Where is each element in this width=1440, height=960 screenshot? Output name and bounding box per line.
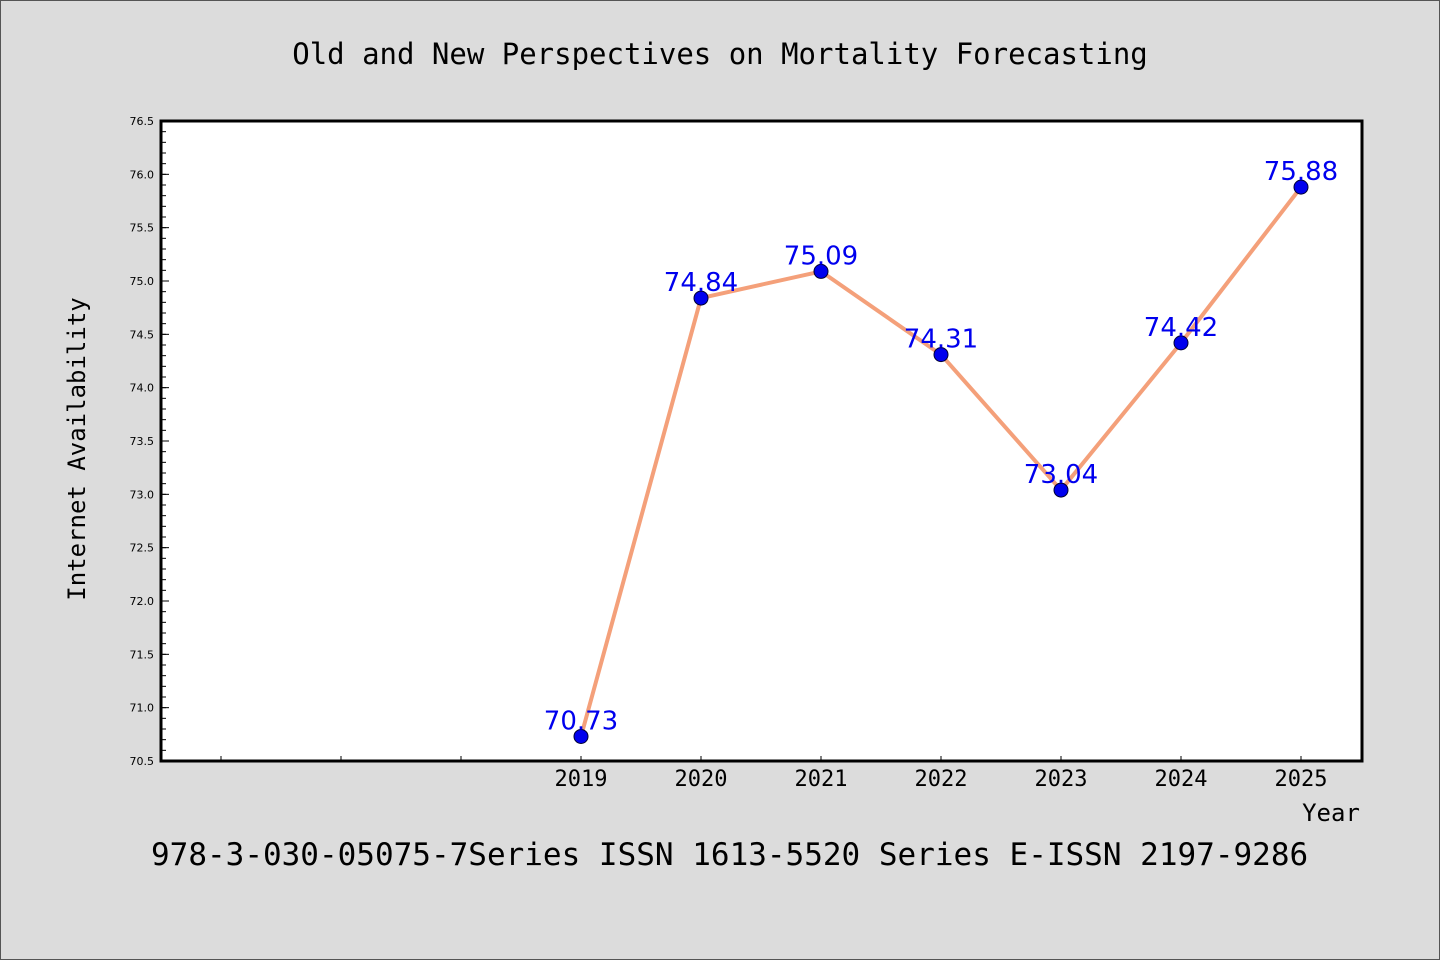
y-tick-label: 75.0 — [130, 275, 155, 288]
y-tick-label: 74.0 — [130, 382, 155, 395]
data-label: 75.88 — [1264, 157, 1338, 187]
series-layer — [573, 179, 1309, 744]
y-tick-label: 76.0 — [130, 168, 155, 181]
y-tick-label: 73.0 — [130, 488, 155, 501]
x-tick-label: 2024 — [1155, 767, 1208, 792]
y-tick-label: 72.5 — [130, 542, 155, 555]
y-tick-label: 71.0 — [130, 702, 155, 715]
data-label: 74.31 — [904, 325, 978, 355]
x-axis-label: Year — [1302, 799, 1360, 827]
data-label: 74.84 — [664, 268, 738, 298]
x-tick-label: 2023 — [1035, 767, 1088, 792]
y-tick-label: 75.5 — [130, 222, 155, 235]
x-tick-label: 2020 — [675, 767, 728, 792]
data-point — [813, 263, 829, 279]
plot-area — [159, 119, 1364, 763]
data-label-layer: 70.73 74.84 75.09 74.31 73.04 74.42 75.88 — [544, 157, 1338, 736]
x-tick-label: 2025 — [1275, 767, 1328, 792]
y-tick-label: 74.5 — [130, 328, 155, 341]
data-label: 75.09 — [784, 241, 858, 271]
y-tick-label: 76.5 — [130, 115, 155, 128]
data-label: 74.42 — [1144, 313, 1218, 343]
data-label: 73.04 — [1024, 460, 1098, 490]
y-tick-label: 73.5 — [130, 435, 155, 448]
y-tick-label: 71.5 — [130, 648, 155, 661]
footer-isbn-text: 978-3-030-05075-7Series ISSN 1613-5520 S… — [151, 837, 1308, 873]
x-tick-label: 2022 — [915, 767, 968, 792]
data-point — [933, 347, 949, 363]
data-point — [693, 290, 709, 306]
data-point — [1293, 179, 1309, 195]
data-point — [573, 728, 589, 744]
x-tick-label: 2021 — [795, 767, 848, 792]
y-axis-label: Internet Availability — [63, 297, 91, 600]
data-point — [1053, 482, 1069, 498]
chart-title: Old and New Perspectives on Mortality Fo… — [292, 37, 1148, 71]
data-label: 70.73 — [544, 706, 618, 736]
x-axis: 2019 2020 2021 2022 2023 2024 2025 — [220, 756, 1328, 792]
x-tick-label: 2019 — [555, 767, 608, 792]
y-tick-label: 70.5 — [130, 755, 155, 768]
data-point — [1173, 335, 1189, 351]
y-tick-label: 72.0 — [130, 595, 155, 608]
y-axis: 70.5 71.0 71.5 72.0 72.5 73.0 73.5 74.0 74.5 75.0… — [130, 115, 169, 768]
